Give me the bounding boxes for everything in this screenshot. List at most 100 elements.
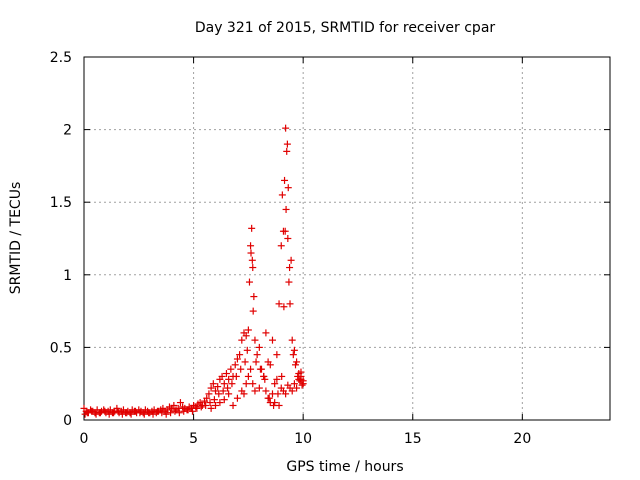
data-point [249, 264, 257, 272]
data-point [248, 256, 256, 264]
data-point [275, 300, 283, 308]
data-point [299, 377, 307, 385]
data-point [193, 404, 201, 412]
data-point [243, 346, 251, 354]
data-point [110, 409, 118, 417]
data-point [286, 264, 294, 272]
data-point [224, 384, 232, 392]
data-point [114, 407, 122, 415]
data-point [242, 332, 250, 340]
data-point [140, 410, 148, 418]
data-point [275, 401, 283, 409]
data-point [274, 390, 282, 398]
data-point [260, 372, 268, 380]
data-point [167, 409, 175, 417]
data-point [281, 176, 289, 184]
data-point [214, 383, 222, 391]
data-point [265, 394, 273, 402]
data-point [284, 184, 292, 192]
data-point [252, 358, 260, 366]
data-point [207, 384, 215, 392]
data-point [290, 380, 298, 388]
data-point [162, 410, 170, 418]
x-tick-label: 20 [513, 431, 531, 447]
y-axis-label: SRMTID / TECUs [8, 182, 24, 295]
data-point [290, 346, 298, 354]
data-point [280, 303, 288, 311]
data-point [180, 407, 188, 415]
data-point [255, 384, 263, 392]
data-point [222, 370, 230, 378]
data-point [225, 375, 233, 383]
data-point [184, 406, 192, 414]
data-point [206, 399, 214, 407]
data-point [149, 410, 157, 418]
data-point [247, 365, 255, 373]
data-point [170, 401, 178, 409]
data-point [233, 355, 241, 363]
data-point [136, 409, 144, 417]
data-point [283, 147, 291, 155]
data-point [271, 380, 279, 388]
data-point [247, 249, 255, 257]
data-point [288, 336, 296, 344]
data-point [216, 399, 224, 407]
data-point [284, 235, 292, 242]
data-points [80, 124, 307, 418]
data-point [285, 278, 293, 286]
data-point [228, 380, 236, 388]
data-point [227, 365, 235, 373]
data-point [298, 381, 306, 389]
data-point [123, 409, 131, 417]
x-tick-label: 10 [294, 431, 312, 447]
x-tick-label: 15 [404, 431, 422, 447]
data-point [244, 326, 252, 334]
data-point [205, 390, 213, 398]
x-tick-label: 5 [189, 431, 198, 447]
y-tick-label: 2 [63, 123, 72, 139]
data-point [242, 380, 250, 388]
data-point [287, 256, 295, 264]
data-point [289, 351, 297, 359]
data-point [218, 372, 226, 380]
data-point [247, 242, 255, 250]
data-point [153, 407, 161, 415]
data-point [297, 368, 305, 376]
data-point [256, 365, 264, 373]
data-point [171, 407, 179, 415]
data-point [225, 390, 233, 398]
data-point [132, 407, 140, 415]
data-point [238, 336, 246, 344]
data-point [197, 403, 205, 411]
data-point [262, 387, 270, 395]
data-point [229, 401, 237, 409]
data-point [244, 372, 252, 380]
data-point [231, 361, 239, 369]
data-point [188, 407, 196, 415]
data-point [240, 390, 248, 398]
data-point [278, 372, 286, 380]
data-point [105, 410, 113, 418]
data-point [145, 409, 153, 417]
data-point [282, 390, 290, 398]
data-point [278, 191, 286, 199]
grid-lines [84, 57, 610, 420]
data-point [249, 307, 257, 315]
data-point [293, 384, 301, 392]
y-tick-label: 0 [63, 413, 72, 429]
x-tick-labels: 0 5 10 15 20 [80, 431, 532, 447]
axis-ticks [83, 56, 610, 421]
data-point [219, 387, 227, 395]
data-point [175, 409, 183, 417]
data-point [273, 351, 281, 359]
data-point [207, 404, 215, 412]
data-point [251, 387, 259, 395]
data-point [212, 401, 219, 409]
data-point [101, 407, 109, 415]
data-point [118, 410, 126, 418]
data-point [220, 380, 228, 388]
data-point [262, 329, 270, 337]
data-point [96, 409, 104, 417]
data-point [92, 410, 100, 418]
